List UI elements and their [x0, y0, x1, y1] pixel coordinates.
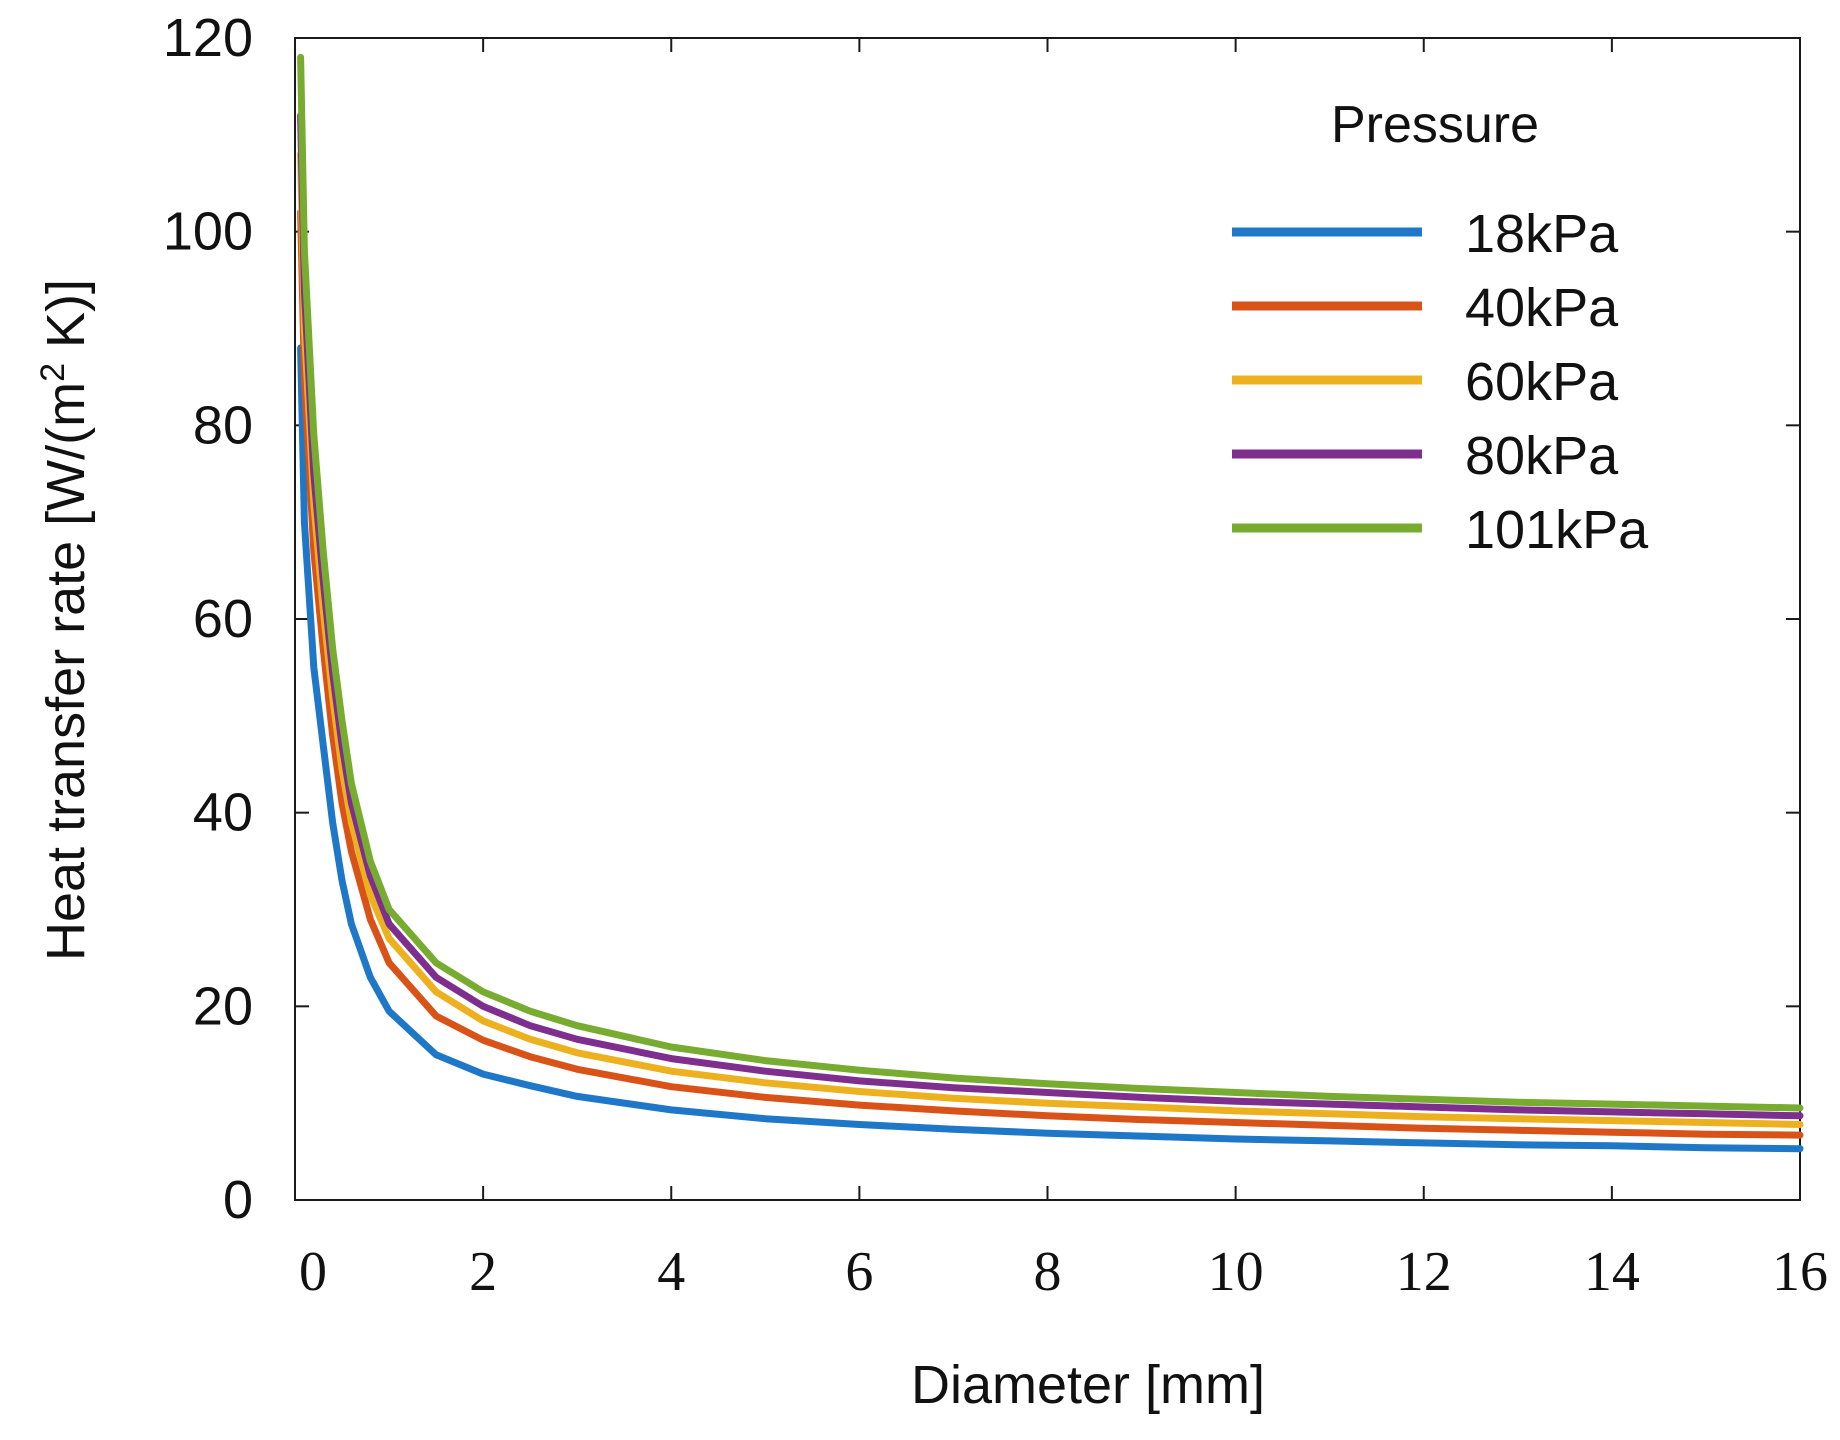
legend: Pressure 18kPa 40kPa 60kPa 80kPa 101kPa: [1232, 96, 1649, 560]
legend-title: Pressure: [1331, 96, 1539, 154]
plot-area-frame: [294, 37, 1801, 1201]
series-lines: [297, 53, 1804, 1153]
legend-label-40kpa: 40kPa: [1465, 278, 1619, 338]
legend-label-101kpa: 101kPa: [1465, 500, 1649, 560]
y-tick-label: 100: [163, 202, 253, 262]
y-tick-label: 20: [193, 976, 253, 1036]
x-tick-labels: 0 2 4 6 8 10 12 14 16: [299, 1241, 1828, 1303]
series-line-18kpa: [297, 344, 1804, 1153]
x-tick-label: 8: [1034, 1241, 1062, 1303]
x-tick-label: 16: [1772, 1241, 1828, 1303]
x-tick-label: 12: [1396, 1241, 1452, 1303]
legend-label-18kpa: 18kPa: [1465, 204, 1619, 264]
y-tick-labels: 0 20 40 60 80 100 120: [163, 8, 253, 1230]
y-tick-label: 0: [223, 1170, 253, 1230]
series-line-40kpa: [297, 208, 1804, 1139]
x-axis-label: Diameter [mm]: [911, 1355, 1265, 1415]
legend-label-80kpa: 80kPa: [1465, 426, 1619, 486]
y-tick-label: 60: [193, 589, 253, 649]
x-tick-label: 4: [657, 1241, 685, 1303]
x-tick-label: 10: [1208, 1241, 1264, 1303]
axis-ticks: [294, 37, 1801, 1201]
x-tick-label: 14: [1584, 1241, 1640, 1303]
x-tick-label: 6: [845, 1241, 873, 1303]
y-axis-label: Heat transfer rate [W/(m2 K)]: [34, 279, 96, 961]
x-tick-label: 0: [299, 1241, 327, 1303]
x-tick-label: 2: [469, 1241, 497, 1303]
series-line-101kpa: [297, 53, 1804, 1112]
y-tick-label: 120: [163, 8, 253, 68]
legend-label-60kpa: 60kPa: [1465, 352, 1619, 412]
y-tick-label: 80: [193, 395, 253, 455]
y-tick-label: 40: [193, 783, 253, 843]
